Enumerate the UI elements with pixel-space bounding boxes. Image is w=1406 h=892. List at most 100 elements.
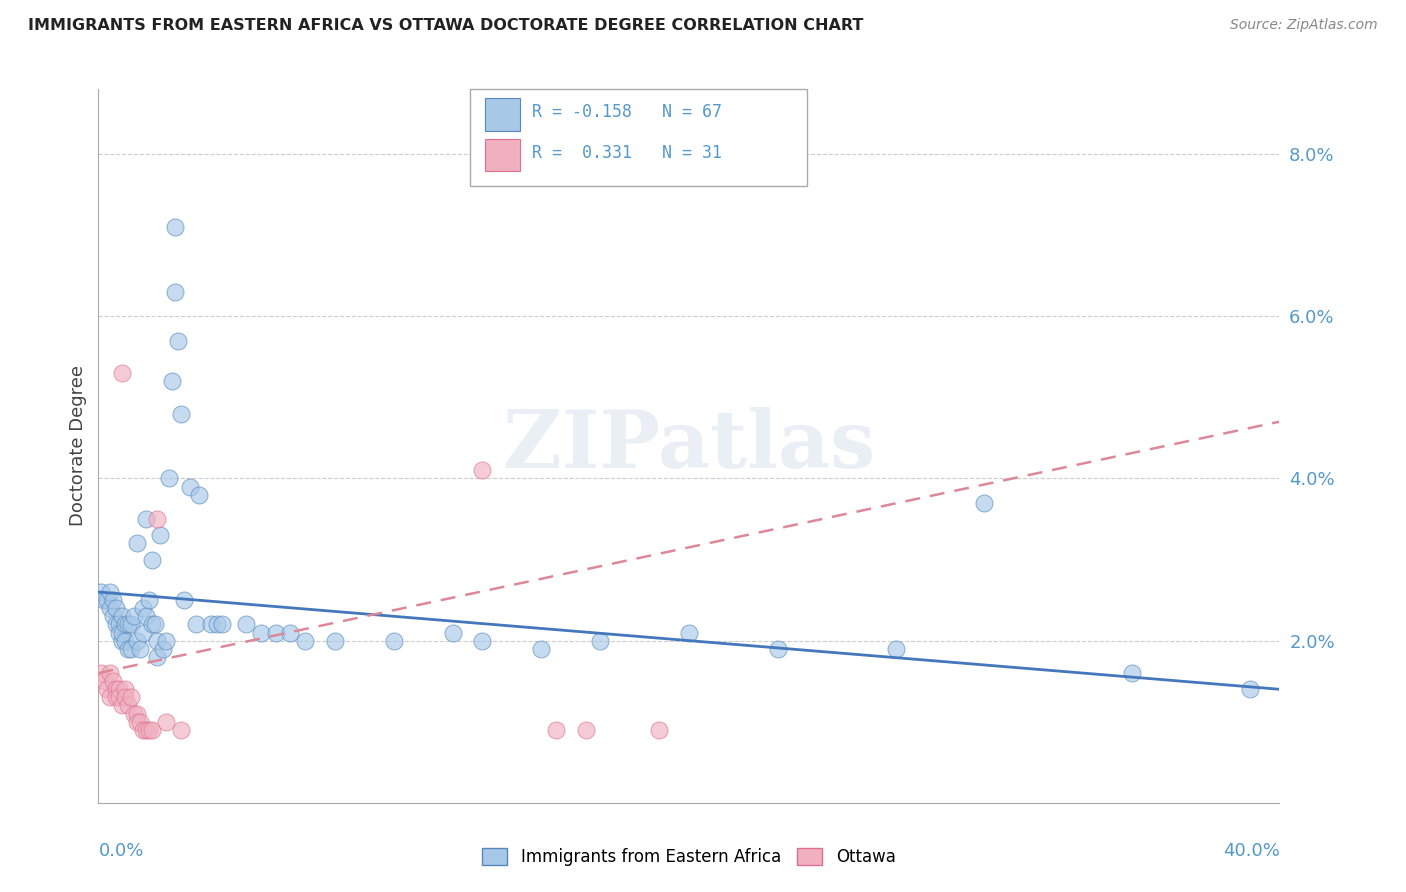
Point (93, 593, 115, 607)
Point (114, 682, 136, 697)
Point (141, 723, 163, 737)
Text: Source: ZipAtlas.com: Source: ZipAtlas.com (1230, 18, 1378, 32)
Point (766, 641, 789, 656)
Point (544, 723, 567, 737)
Point (135, 512, 157, 526)
Point (135, 609, 157, 624)
Point (441, 625, 464, 640)
Point (138, 723, 160, 737)
Point (114, 633, 136, 648)
Text: 0.0%: 0.0% (98, 842, 143, 860)
Point (382, 633, 405, 648)
Point (170, 407, 193, 421)
Point (278, 625, 302, 640)
Point (323, 633, 346, 648)
Text: ZIPatlas: ZIPatlas (503, 407, 875, 485)
Point (108, 617, 131, 632)
Point (98, 690, 121, 705)
Point (143, 617, 166, 632)
Point (146, 512, 169, 526)
Point (138, 593, 160, 607)
Point (173, 593, 195, 607)
Point (165, 220, 187, 235)
Text: R =  0.331   N = 31: R = 0.331 N = 31 (531, 145, 721, 162)
Point (105, 690, 128, 705)
Point (165, 285, 187, 299)
Point (125, 536, 148, 550)
Text: 40.0%: 40.0% (1223, 842, 1279, 860)
Point (132, 625, 155, 640)
Point (152, 641, 174, 656)
Point (105, 682, 128, 697)
Point (96, 593, 118, 607)
Point (128, 714, 150, 729)
Point (157, 471, 180, 485)
Point (120, 690, 142, 705)
Point (205, 617, 228, 632)
Point (179, 479, 201, 493)
Point (973, 496, 995, 510)
Point (471, 633, 494, 648)
Point (1121, 666, 1143, 681)
Point (187, 488, 209, 502)
Point (122, 706, 145, 721)
Point (98, 666, 121, 681)
Point (108, 625, 131, 640)
Point (200, 617, 222, 632)
Point (250, 625, 273, 640)
Point (155, 714, 177, 729)
Point (111, 698, 134, 713)
Point (120, 641, 142, 656)
Point (103, 609, 125, 624)
Point (125, 633, 148, 648)
Point (111, 633, 134, 648)
Point (93, 674, 115, 689)
Text: IMMIGRANTS FROM EASTERN AFRICA VS OTTAWA DOCTORATE DEGREE CORRELATION CHART: IMMIGRANTS FROM EASTERN AFRICA VS OTTAWA… (28, 18, 863, 33)
Point (678, 625, 700, 640)
Point (235, 617, 257, 632)
Point (108, 682, 131, 697)
Point (111, 366, 134, 380)
Point (141, 617, 163, 632)
Point (98, 601, 121, 615)
Point (96, 682, 118, 697)
Bar (485, 139, 520, 171)
Point (117, 641, 139, 656)
Point (105, 617, 128, 632)
Point (108, 690, 131, 705)
Point (117, 617, 139, 632)
Point (125, 714, 148, 729)
Point (1239, 682, 1261, 697)
Point (90, 585, 112, 599)
FancyBboxPatch shape (471, 89, 807, 186)
Point (117, 698, 139, 713)
Point (162, 374, 183, 388)
Legend: Immigrants from Eastern Africa, Ottawa: Immigrants from Eastern Africa, Ottawa (482, 847, 896, 866)
Point (884, 641, 907, 656)
Point (146, 633, 169, 648)
Bar (485, 98, 520, 130)
Point (530, 641, 553, 656)
Point (103, 593, 125, 607)
Text: R = -0.158   N = 67: R = -0.158 N = 67 (531, 103, 721, 121)
Point (114, 617, 136, 632)
Point (132, 601, 155, 615)
Point (589, 633, 612, 648)
Y-axis label: Doctorate Degree: Doctorate Degree (69, 366, 87, 526)
Point (135, 723, 157, 737)
Point (471, 463, 494, 477)
Point (114, 690, 136, 705)
Point (141, 552, 163, 566)
Point (120, 617, 142, 632)
Point (132, 723, 155, 737)
Point (155, 633, 177, 648)
Point (264, 625, 287, 640)
Point (146, 649, 169, 664)
Point (128, 641, 150, 656)
Point (122, 609, 145, 624)
Point (574, 723, 596, 737)
Point (98, 585, 121, 599)
Point (105, 601, 128, 615)
Point (184, 617, 207, 632)
Point (90, 666, 112, 681)
